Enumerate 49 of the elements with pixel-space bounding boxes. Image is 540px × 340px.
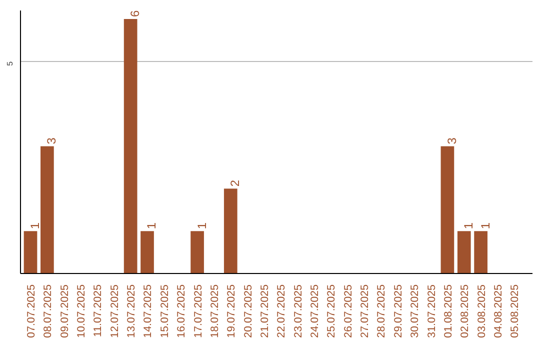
bar [190, 231, 204, 274]
bar [140, 231, 154, 274]
x-tick-label: 17.07.2025 [192, 284, 204, 338]
data-label: 1 [462, 222, 476, 230]
x-tick-label: 20.07.2025 [242, 284, 254, 338]
x-tick-label: 24.07.2025 [309, 284, 322, 338]
x-tick-label: 07.07.2025 [26, 284, 38, 338]
bar [124, 18, 138, 274]
x-tick-label: 31.07.2025 [426, 284, 438, 338]
x-tick-label: 11.07.2025 [92, 284, 104, 338]
x-tick-label: 13.07.2025 [126, 284, 138, 338]
data-label: 1 [28, 222, 42, 230]
bar [40, 146, 54, 274]
x-tick-label: 16.07.2025 [176, 284, 188, 338]
x-tick-label: 21.07.2025 [258, 284, 271, 338]
x-tick-label: 09.07.2025 [58, 284, 71, 338]
x-tick-label: 29.07.2025 [392, 284, 404, 338]
bar [457, 231, 471, 274]
x-tick-label: 30.07.2025 [409, 284, 422, 338]
x-tick-label: 10.07.2025 [76, 284, 88, 338]
x-tick-label: 05.08.2025 [509, 284, 522, 338]
data-label: 3 [44, 137, 59, 144]
x-tick-label: 19.07.2025 [226, 284, 238, 338]
x-tick-label: 12.07.2025 [108, 284, 121, 338]
x-tick-label: 15.07.2025 [158, 284, 171, 338]
bar [474, 231, 488, 274]
bar [440, 146, 454, 274]
x-tick-label: 14.07.2025 [142, 284, 154, 338]
y-tick-label: 5 [6, 60, 14, 66]
data-label: 1 [144, 222, 159, 230]
data-label: 1 [478, 222, 492, 230]
data-label: 3 [444, 137, 459, 144]
data-label: 2 [228, 180, 242, 187]
x-tick-label: 04.08.2025 [492, 284, 504, 338]
data-label: 1 [194, 222, 209, 230]
x-tick-label: 18.07.2025 [208, 284, 221, 338]
x-tick-label: 22.07.2025 [276, 284, 288, 338]
x-tick-label: 27.07.2025 [359, 284, 372, 338]
x-tick-label: 26.07.2025 [342, 284, 354, 338]
x-tick-label: 25.07.2025 [326, 284, 338, 338]
x-tick-label: 23.07.2025 [292, 284, 304, 338]
x-tick-label: 28.07.2025 [376, 284, 388, 338]
data-label: 6 [128, 10, 142, 17]
bar [224, 188, 238, 274]
x-tick-label: 08.07.2025 [42, 284, 54, 338]
x-tick-label: 03.08.2025 [476, 284, 488, 338]
x-tick-label: 01.08.2025 [442, 284, 454, 338]
bar [24, 231, 38, 274]
x-tick-label: 02.08.2025 [459, 284, 472, 338]
